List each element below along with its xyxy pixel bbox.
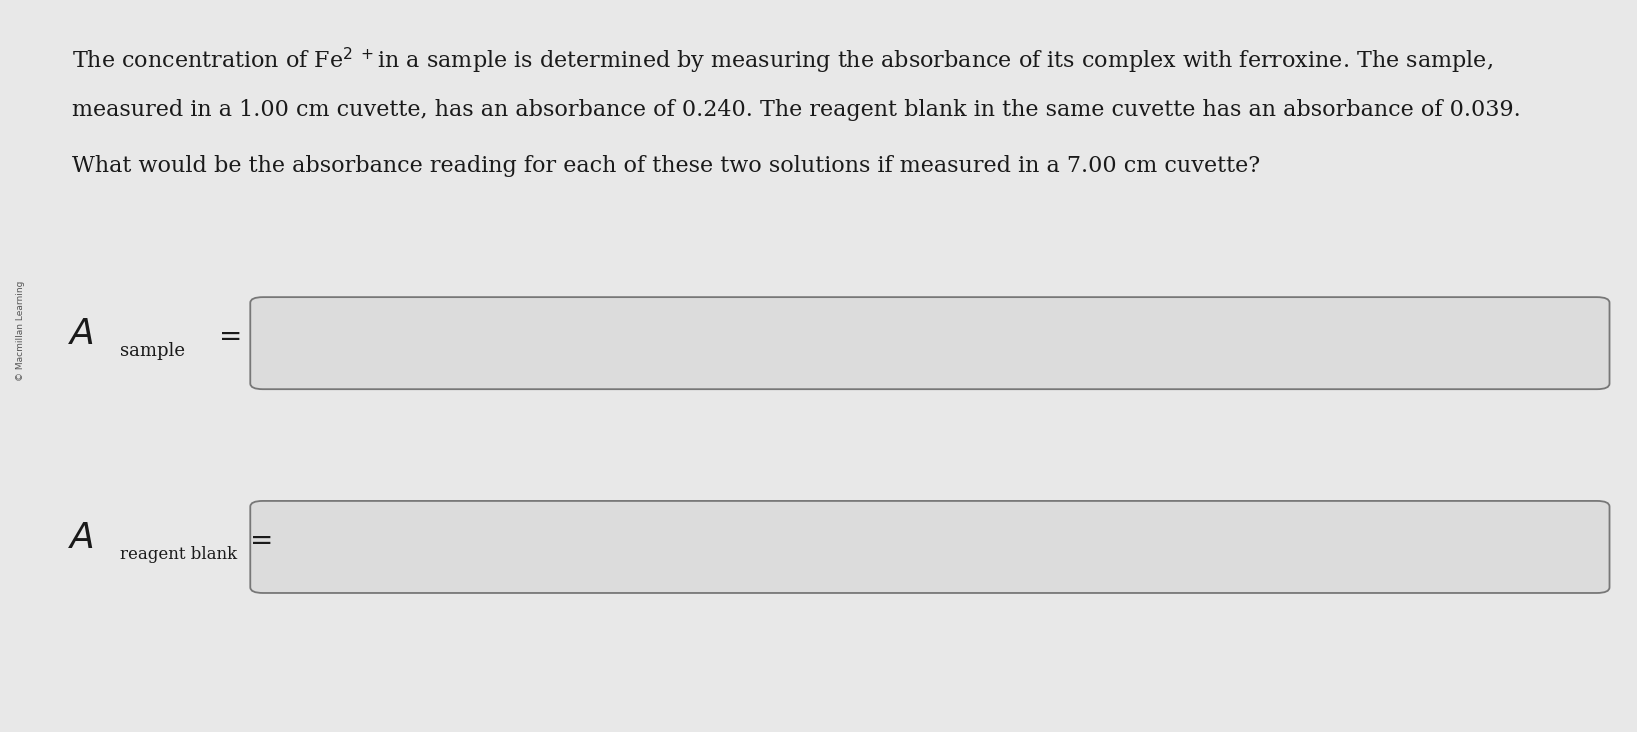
Text: reagent blank: reagent blank <box>120 546 237 563</box>
Text: © Macmillan Learning: © Macmillan Learning <box>15 280 25 381</box>
Text: =: = <box>218 324 242 351</box>
Text: $\mathit{A}$: $\mathit{A}$ <box>67 318 93 351</box>
Text: The concentration of Fe$^{2\ +}$in a sample is determined by measuring the absor: The concentration of Fe$^{2\ +}$in a sam… <box>72 46 1493 76</box>
Text: What would be the absorbance reading for each of these two solutions if measured: What would be the absorbance reading for… <box>72 155 1260 177</box>
Text: $\mathit{A}$: $\mathit{A}$ <box>67 521 93 555</box>
Text: =: = <box>250 529 273 555</box>
FancyBboxPatch shape <box>250 501 1609 593</box>
Text: measured in a 1.00 cm cuvette, has an absorbance of 0.240. The reagent blank in : measured in a 1.00 cm cuvette, has an ab… <box>72 99 1521 121</box>
FancyBboxPatch shape <box>250 297 1609 389</box>
Text: sample: sample <box>120 342 185 359</box>
